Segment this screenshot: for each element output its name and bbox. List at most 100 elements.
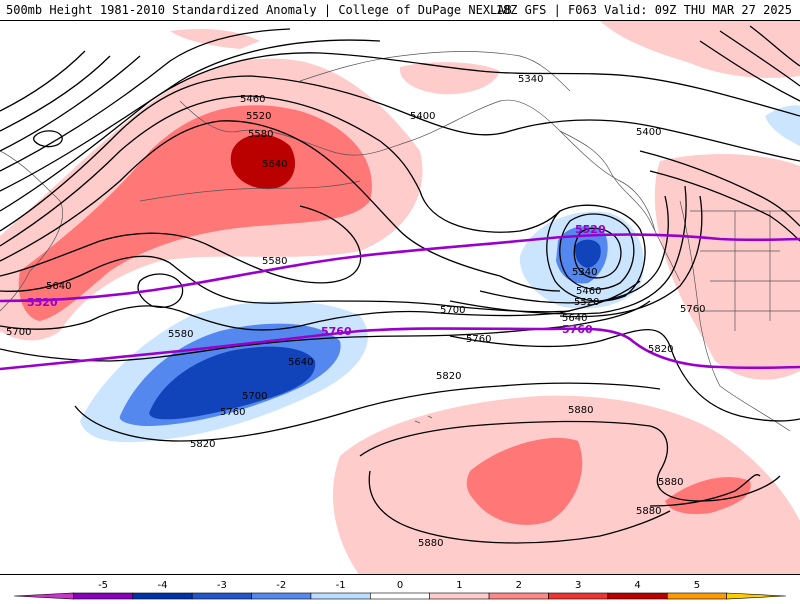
contour-label: 5580 — [262, 256, 287, 267]
contour-5880-east — [649, 474, 761, 507]
colorbar-tick-label: 1 — [456, 580, 462, 591]
map-title: 500mb Height 1981-2010 Standardized Anom… — [6, 3, 512, 17]
trough-5520 — [479, 195, 669, 304]
colorbar-tick-label: -3 — [217, 580, 227, 591]
strong-positive-anomaly — [230, 134, 296, 190]
colorbar-segment — [73, 592, 134, 600]
contour-label: 5880 — [568, 405, 593, 416]
colorbar-tick-label: -4 — [157, 580, 167, 591]
purple-contour-label: 5520 — [27, 296, 58, 309]
contour-label: 5400 — [636, 127, 661, 138]
contour-label: 5820 — [436, 371, 461, 382]
colorbar-segment — [370, 592, 430, 600]
colorbar-segment — [607, 592, 668, 600]
contour-label: 5760 — [220, 407, 245, 418]
contour-label: 5880 — [658, 477, 683, 488]
low-center-1 — [546, 204, 646, 302]
contour-high-lat — [0, 39, 381, 192]
contour-label: 5880 — [418, 538, 443, 549]
strong-negative-anomaly — [574, 239, 601, 268]
colorbar-segment — [666, 592, 727, 600]
positive-anomaly-area — [665, 477, 751, 515]
colorbar-tick-label: 0 — [397, 580, 403, 591]
colorbar: -5 -4 -3 -2 -1 0 1 2 3 4 5 — [0, 576, 800, 600]
trough-5580 — [449, 185, 687, 315]
contour-5880-main — [359, 420, 781, 502]
contour-high-lat — [0, 55, 111, 132]
colorbar-tick-label: 3 — [575, 580, 581, 591]
colorbar-tick-label: -1 — [336, 580, 346, 591]
contour-high-lat — [0, 55, 141, 152]
contour-5820-west — [74, 382, 661, 442]
positive-anomaly-area — [170, 29, 260, 49]
small-closed-contour — [33, 130, 63, 148]
colorbar-segment — [251, 592, 312, 600]
purple-contour-label: 5520 — [575, 223, 606, 236]
contour-label: 5640 — [46, 281, 71, 292]
contour-label: 5880 — [636, 506, 661, 517]
contour-label: 5640 — [562, 313, 587, 324]
colorbar-segment — [191, 592, 252, 600]
trough-5460 — [499, 275, 561, 292]
contour-label: 5640 — [288, 357, 313, 368]
header: 500mb Height 1981-2010 Standardized Anom… — [0, 0, 800, 20]
trough-5400 — [419, 190, 561, 233]
colorbar-segment — [548, 592, 609, 600]
contour-5460 — [0, 95, 421, 247]
purple-contour-label: 5760 — [321, 325, 352, 338]
contour-5820-ridge — [449, 328, 800, 422]
contour-label: 5460 — [240, 94, 265, 105]
hawaii — [414, 415, 433, 424]
colorbar-tick-label: 5 — [694, 580, 700, 591]
trough-5640 — [559, 195, 703, 318]
colorbar-segments — [13, 592, 787, 600]
colorbar-segment — [13, 592, 74, 600]
west-coast — [679, 200, 791, 432]
east-contours — [749, 25, 800, 67]
contour-label: 5640 — [262, 159, 287, 170]
state-borders — [700, 211, 800, 331]
height-contours — [0, 25, 800, 544]
contour-label: 5700 — [242, 391, 267, 402]
map-canvas: 5460 5520 5580 5640 5340 5400 5400 5580 … — [0, 21, 800, 574]
low-center-2 — [559, 213, 635, 290]
positive-anomaly-area — [654, 154, 800, 380]
contour-label: 5580 — [168, 329, 193, 340]
anomaly-shading — [0, 21, 800, 574]
contour-label: 5340 — [572, 267, 597, 278]
positive-anomaly-area — [600, 21, 800, 78]
colorbar-segment — [132, 592, 193, 600]
colorbar-segment — [310, 592, 371, 600]
purple-5520 — [0, 233, 800, 303]
contour-5880-south — [368, 470, 671, 544]
contour-label: 5700 — [440, 305, 465, 316]
coastlines — [0, 51, 800, 432]
contour-5580 — [0, 205, 362, 284]
small-closed-contour — [137, 273, 184, 308]
east-contours — [719, 30, 800, 87]
contour-label: 5580 — [248, 129, 273, 140]
strong-negative-anomaly — [149, 346, 316, 420]
contour-label: 5460 — [576, 286, 601, 297]
alaska-coast — [179, 99, 656, 232]
east-contours — [699, 40, 800, 102]
negative-anomaly-area — [765, 105, 800, 146]
colorbar-segment — [726, 592, 787, 600]
contour-label: 5400 — [410, 111, 435, 122]
aleutians — [139, 180, 361, 202]
low-center-3 — [573, 227, 622, 279]
contour-label: 5820 — [648, 344, 673, 355]
contour-5400 — [0, 75, 800, 232]
contour-label: 5760 — [680, 304, 705, 315]
reference-contours — [0, 233, 800, 371]
north-coast — [299, 51, 571, 92]
colorbar-tick-label: 4 — [634, 580, 640, 591]
contour-5340 — [0, 52, 800, 212]
colorbar-tick-label: 2 — [516, 580, 522, 591]
contour-label: 5520 — [246, 111, 271, 122]
colorbar-tick-label: -2 — [276, 580, 286, 591]
east-contours — [639, 150, 800, 227]
purple-contour-label: 5760 — [562, 323, 593, 336]
run-info: 18Z GFS | F063 Valid: 09Z THU MAR 27 202… — [495, 3, 792, 17]
